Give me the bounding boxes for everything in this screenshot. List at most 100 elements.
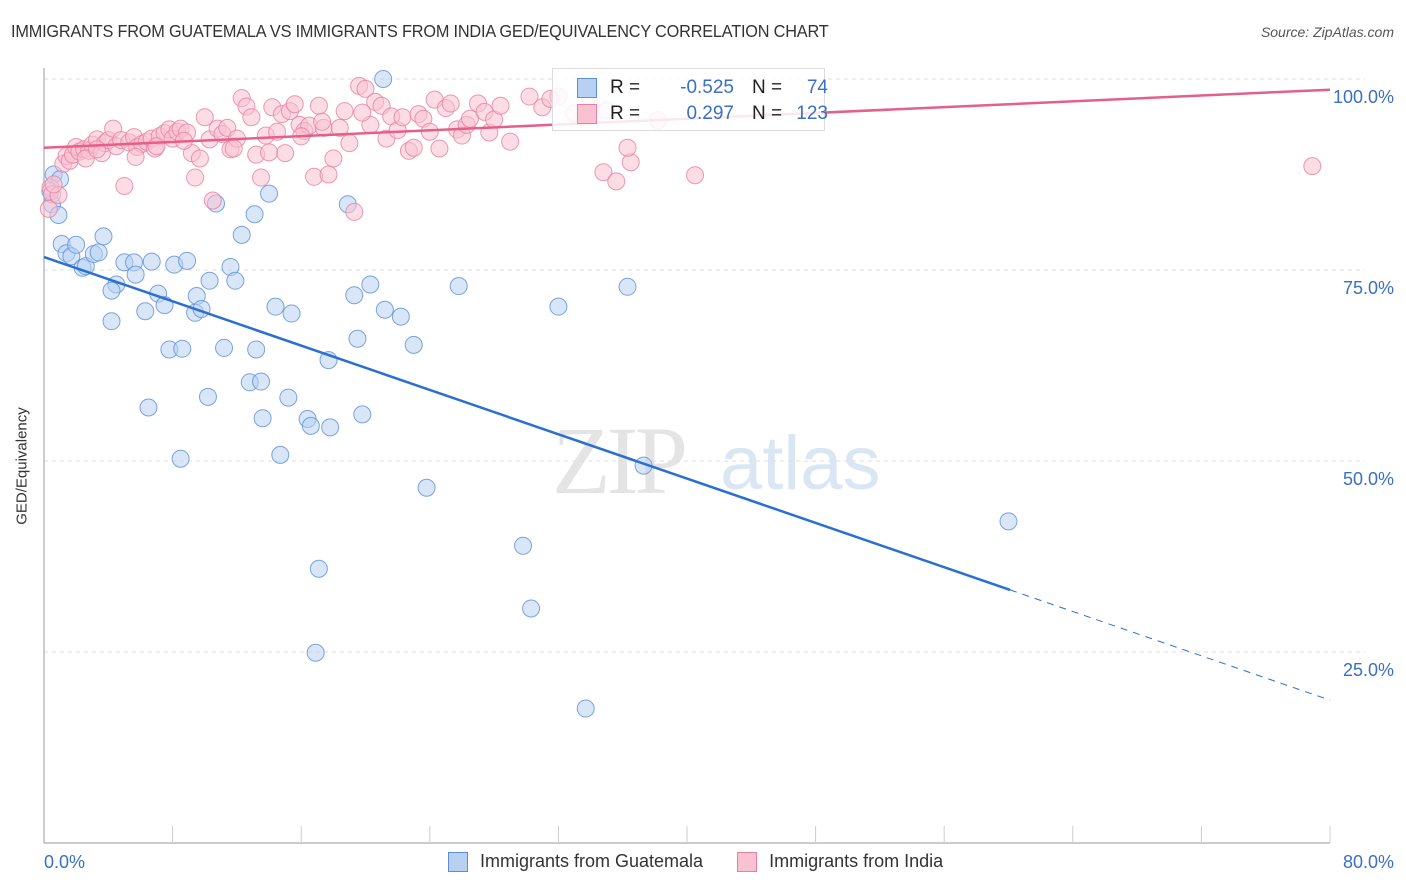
source-label: Source: ZipAtlas.com [1260, 24, 1394, 40]
india-point [44, 175, 63, 194]
y-tick-label: 50.0% [1342, 469, 1394, 489]
guatemala-point [173, 339, 192, 358]
n-label: N = [752, 103, 783, 124]
guatemala-point [353, 405, 372, 424]
india-point [115, 176, 134, 195]
stats-row-guatemala: R = -0.525 N = 74 [577, 75, 828, 101]
r-value: 0.297 [686, 103, 734, 124]
guatemala-point [226, 271, 245, 290]
india-point [88, 140, 107, 159]
guatemala-point [232, 225, 251, 244]
guatemala-point [253, 409, 272, 428]
guatemala-point [271, 445, 290, 464]
guatemala-point [321, 418, 340, 437]
india-point [404, 138, 423, 157]
india-point [607, 172, 626, 191]
guatemala-point [514, 536, 533, 555]
guatemala-point [200, 271, 219, 290]
india-point [313, 112, 332, 131]
guatemala-point [139, 398, 158, 417]
india-point [324, 149, 343, 168]
india-point [319, 165, 338, 184]
guatemala-point [999, 512, 1018, 531]
india-point [252, 168, 271, 187]
india-swatch-icon [577, 104, 597, 124]
y-tick-label: 25.0% [1342, 660, 1394, 680]
india-point [441, 94, 460, 113]
guatemala-point [136, 302, 155, 321]
guatemala-point [391, 307, 410, 326]
guatemala-swatch-icon [448, 851, 468, 872]
india-point [147, 137, 166, 156]
india-point [335, 102, 354, 121]
guatemala-point [345, 286, 364, 305]
guatemala-point [89, 243, 108, 262]
y-tick-label: 75.0% [1342, 278, 1394, 298]
guatemala-point [279, 388, 298, 407]
india-swatch-icon [737, 851, 758, 872]
guatemala-point [266, 297, 285, 316]
guatemala-trend-line-extrapolated [1009, 589, 1331, 701]
india-point [203, 191, 222, 210]
india-point [430, 139, 449, 158]
india-point [224, 139, 243, 158]
guatemala-point [171, 449, 190, 468]
guatemala-point [449, 277, 468, 296]
india-point [309, 96, 328, 115]
guatemala-point [404, 335, 423, 354]
r-label: R = [610, 77, 641, 98]
axes [43, 68, 1331, 844]
india-point [345, 202, 364, 221]
india-point [594, 163, 613, 182]
chart-title: IMMIGRANTS FROM GUATEMALA VS IMMIGRANTS … [11, 21, 829, 41]
india-point [520, 87, 539, 106]
india-point [186, 168, 205, 187]
india-point [195, 108, 214, 127]
india-point [393, 108, 412, 127]
guatemala-point [309, 559, 328, 578]
n-label: N = [752, 77, 783, 98]
guatemala-point [576, 699, 595, 718]
guatemala-point [178, 251, 197, 270]
guatemala-swatch-icon [577, 78, 597, 98]
guatemala-point [618, 277, 637, 296]
guatemala-point [348, 329, 367, 348]
guatemala-point [375, 300, 394, 319]
stats-legend: R = -0.525 N = 74 R = 0.297 N = 123 [552, 68, 828, 131]
guatemala-trend-line [43, 255, 1011, 592]
n-value: 123 [796, 103, 828, 124]
india-point [501, 132, 520, 151]
india-point [353, 103, 372, 122]
india-point [39, 199, 58, 218]
x-tick-label-max: 80.0% [1342, 852, 1394, 872]
india-point [242, 108, 261, 127]
guatemala-points [41, 70, 1018, 718]
watermark-atlas: atlas [720, 421, 881, 506]
guatemala-point [522, 599, 541, 618]
india-point [285, 95, 304, 114]
india-point [340, 134, 359, 153]
guatemala-point [102, 281, 121, 300]
guatemala-point [247, 340, 266, 359]
guatemala-point [198, 387, 217, 406]
guatemala-point [549, 297, 568, 316]
gridlines [44, 78, 1365, 653]
legend-item-guatemala[interactable]: Immigrants from Guatemala [448, 851, 703, 872]
trend-lines [43, 88, 1331, 701]
legend-label: Immigrants from India [769, 851, 944, 871]
y-tick-label: 100.0% [1332, 87, 1394, 107]
guatemala-point [260, 184, 279, 203]
guatemala-point [252, 372, 271, 391]
india-points [39, 76, 1322, 221]
india-point [260, 143, 279, 162]
legend-item-india[interactable]: Immigrants from India [737, 851, 943, 872]
india-point [356, 79, 375, 98]
series-legend: Immigrants from Guatemala Immigrants fro… [448, 851, 977, 872]
n-value: 74 [806, 77, 828, 98]
guatemala-point [126, 265, 145, 284]
guatemala-point [301, 416, 320, 435]
guatemala-point [94, 227, 113, 246]
guatemala-point [282, 304, 301, 323]
guatemala-point [142, 252, 161, 271]
guatemala-point [361, 275, 380, 294]
